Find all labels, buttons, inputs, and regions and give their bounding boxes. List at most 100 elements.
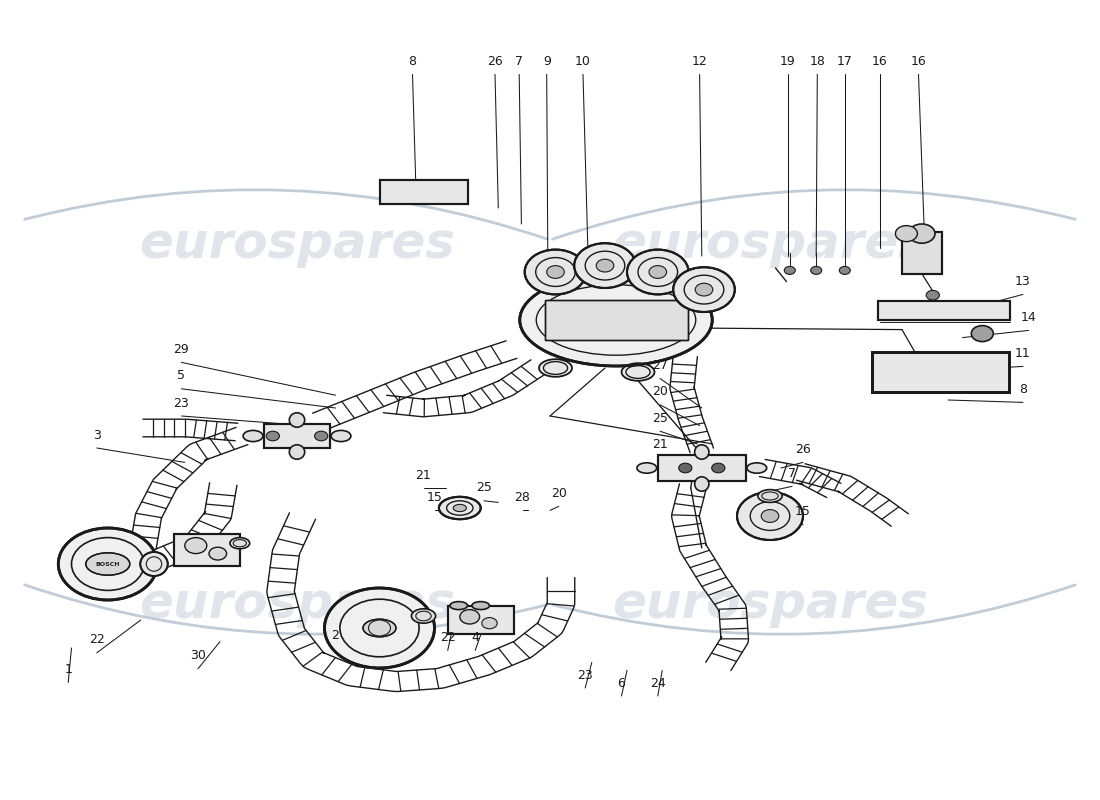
Bar xyxy=(878,301,1010,320)
Text: 10: 10 xyxy=(575,55,591,68)
Ellipse shape xyxy=(621,363,654,381)
Text: 27: 27 xyxy=(652,359,668,372)
Circle shape xyxy=(926,290,939,300)
Text: 21: 21 xyxy=(416,469,431,482)
Ellipse shape xyxy=(243,430,263,442)
Text: 30: 30 xyxy=(190,650,206,662)
Text: 23: 23 xyxy=(174,397,189,410)
Circle shape xyxy=(649,266,667,278)
Circle shape xyxy=(712,463,725,473)
Ellipse shape xyxy=(289,445,305,459)
Circle shape xyxy=(627,250,689,294)
Bar xyxy=(264,424,330,448)
Ellipse shape xyxy=(141,552,168,576)
Circle shape xyxy=(679,463,692,473)
Bar xyxy=(872,352,1009,392)
Bar xyxy=(658,455,746,481)
Ellipse shape xyxy=(58,528,157,600)
Circle shape xyxy=(185,538,207,554)
Circle shape xyxy=(971,326,993,342)
Ellipse shape xyxy=(453,504,466,512)
Bar xyxy=(658,455,746,481)
Text: 25: 25 xyxy=(652,412,668,425)
Circle shape xyxy=(839,266,850,274)
Circle shape xyxy=(673,267,735,312)
Ellipse shape xyxy=(363,619,396,637)
Text: eurospares: eurospares xyxy=(139,220,455,268)
Text: 28: 28 xyxy=(515,491,530,504)
Ellipse shape xyxy=(747,462,767,474)
Text: eurospares: eurospares xyxy=(139,580,455,628)
Text: 23: 23 xyxy=(578,669,593,682)
Text: 14: 14 xyxy=(1021,311,1036,324)
Circle shape xyxy=(909,224,935,243)
Circle shape xyxy=(209,547,227,560)
Ellipse shape xyxy=(289,413,305,427)
Circle shape xyxy=(547,266,564,278)
Ellipse shape xyxy=(637,462,657,474)
Bar xyxy=(379,180,467,204)
Ellipse shape xyxy=(439,497,481,519)
Ellipse shape xyxy=(230,538,250,549)
Ellipse shape xyxy=(472,602,490,610)
Text: 12: 12 xyxy=(692,55,707,68)
Text: 26: 26 xyxy=(795,443,811,456)
Bar xyxy=(902,232,942,274)
Ellipse shape xyxy=(450,602,468,610)
Text: 22: 22 xyxy=(440,631,455,644)
Bar xyxy=(902,232,942,274)
Text: 29: 29 xyxy=(174,343,189,356)
Text: 20: 20 xyxy=(652,386,668,398)
Circle shape xyxy=(596,259,614,272)
Text: BOSCH: BOSCH xyxy=(96,562,120,566)
Text: 21: 21 xyxy=(652,438,668,451)
Circle shape xyxy=(460,610,480,624)
Text: 26: 26 xyxy=(487,55,503,68)
Text: 18: 18 xyxy=(810,55,825,68)
Text: 6: 6 xyxy=(617,677,626,690)
Bar xyxy=(878,301,1010,320)
Ellipse shape xyxy=(758,490,782,502)
Ellipse shape xyxy=(520,274,713,366)
Ellipse shape xyxy=(411,609,436,623)
Bar xyxy=(174,534,240,566)
Bar xyxy=(174,534,240,566)
Bar xyxy=(379,180,467,204)
Circle shape xyxy=(574,243,636,288)
Text: 22: 22 xyxy=(89,634,104,646)
Circle shape xyxy=(482,618,497,629)
Circle shape xyxy=(324,588,435,668)
Text: 5: 5 xyxy=(177,370,186,382)
Bar xyxy=(544,300,688,340)
Circle shape xyxy=(315,431,328,441)
Text: 16: 16 xyxy=(872,55,888,68)
Text: 7: 7 xyxy=(788,467,796,480)
Ellipse shape xyxy=(695,477,710,491)
Text: 15: 15 xyxy=(427,491,442,504)
Bar xyxy=(264,424,330,448)
Circle shape xyxy=(784,266,795,274)
Text: 15: 15 xyxy=(795,506,811,518)
Text: 17: 17 xyxy=(837,55,852,68)
Text: 3: 3 xyxy=(92,429,101,442)
Ellipse shape xyxy=(539,359,572,377)
Text: 7: 7 xyxy=(515,55,524,68)
Ellipse shape xyxy=(86,553,130,575)
Text: 20: 20 xyxy=(551,487,566,500)
Bar xyxy=(448,606,514,634)
Text: 2: 2 xyxy=(331,629,340,642)
Text: 8: 8 xyxy=(1019,383,1027,396)
Text: 25: 25 xyxy=(476,482,492,494)
Text: 9: 9 xyxy=(542,55,551,68)
Circle shape xyxy=(811,266,822,274)
Text: 19: 19 xyxy=(780,55,795,68)
Text: 8: 8 xyxy=(408,55,417,68)
Ellipse shape xyxy=(695,445,710,459)
Text: 24: 24 xyxy=(650,677,666,690)
Circle shape xyxy=(737,492,803,540)
Bar xyxy=(448,606,514,634)
Circle shape xyxy=(266,431,279,441)
Ellipse shape xyxy=(331,430,351,442)
Text: 16: 16 xyxy=(911,55,926,68)
Bar xyxy=(544,300,688,340)
